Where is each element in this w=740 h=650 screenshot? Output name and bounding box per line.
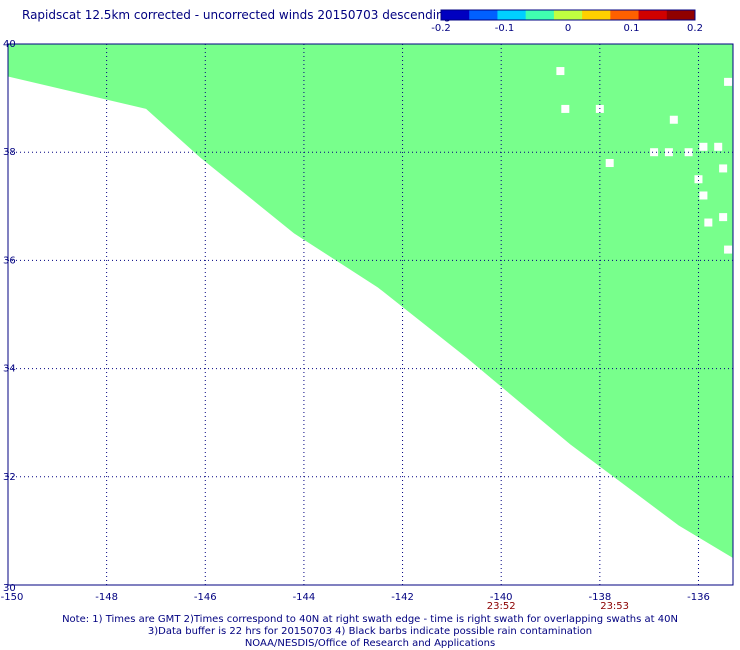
time-labels: 23:52 23:53 [487,601,629,612]
colorbar-segment [666,10,696,20]
colorbar-tick-label: 0.1 [624,23,640,34]
missing-cell [724,245,733,254]
missing-cell [669,115,678,124]
colorbar-segment [441,10,470,20]
missing-cell [605,159,614,168]
y-tick-label: 40 [3,39,16,50]
colorbar-segment [525,10,555,20]
colorbar-segment [610,10,640,20]
missing-cell [694,175,703,184]
colorbar-tick-label: -0.2 [431,23,451,34]
note-line-3: NOAA/NESDIS/Office of Research and Appli… [244,638,496,649]
colorbar: -0.2 -0.1 0 0.1 0.2 [431,9,703,34]
x-tick-label: -140 [490,592,513,603]
colorbar-segment [638,10,668,20]
missing-cell [719,213,728,222]
missing-cell [704,218,713,227]
y-tick-labels: 30 32 34 36 38 40 [3,39,16,594]
footnotes: Note: 1) Times are GMT 2)Times correspon… [0,614,740,650]
missing-cell [650,148,659,157]
x-tick-label: -150 [1,592,24,603]
missing-cell [719,164,728,173]
grid-lines [8,44,733,585]
y-tick-label: 34 [3,364,16,375]
x-tick-label: -148 [95,592,118,603]
colorbar-segment [497,10,527,20]
swath-fill [8,44,733,558]
missing-cell [561,104,570,113]
y-tick-label: 32 [3,472,16,483]
x-tick-label: -138 [588,592,611,603]
y-tick-label: 30 [3,583,16,594]
x-tick-label: -142 [391,592,414,603]
note-line-2: 3)Data buffer is 22 hrs for 20150703 4) … [147,626,593,637]
time-label: 23:52 [487,601,516,612]
missing-cell [724,77,733,86]
chart-title: Rapidscat 12.5km corrected - uncorrected… [22,8,452,22]
note-line-1: Note: 1) Times are GMT 2)Times correspon… [62,614,678,625]
y-tick-label: 36 [3,255,16,266]
colorbar-border [440,9,696,21]
colorbar-tick-label: -0.1 [495,23,515,34]
missing-cell [699,191,708,200]
colorbar-segment [469,10,498,20]
colorbar-segment [553,10,583,20]
missing-cell [556,67,565,76]
time-label: 23:53 [600,601,629,612]
x-tick-label: -146 [194,592,217,603]
colorbar-tick-label: 0 [565,23,571,34]
y-tick-label: 38 [3,147,16,158]
missing-cell [714,142,723,151]
colorbar-segment [582,10,611,20]
x-tick-label: -144 [293,592,316,603]
plot-frame [7,43,734,586]
wind-swath [8,44,733,558]
x-tick-labels: -150 -148 -146 -144 -142 -140 -138 -136 [1,592,710,603]
missing-cell [699,142,708,151]
x-tick-label: -136 [687,592,710,603]
colorbar-tick-label: 0.2 [687,23,703,34]
